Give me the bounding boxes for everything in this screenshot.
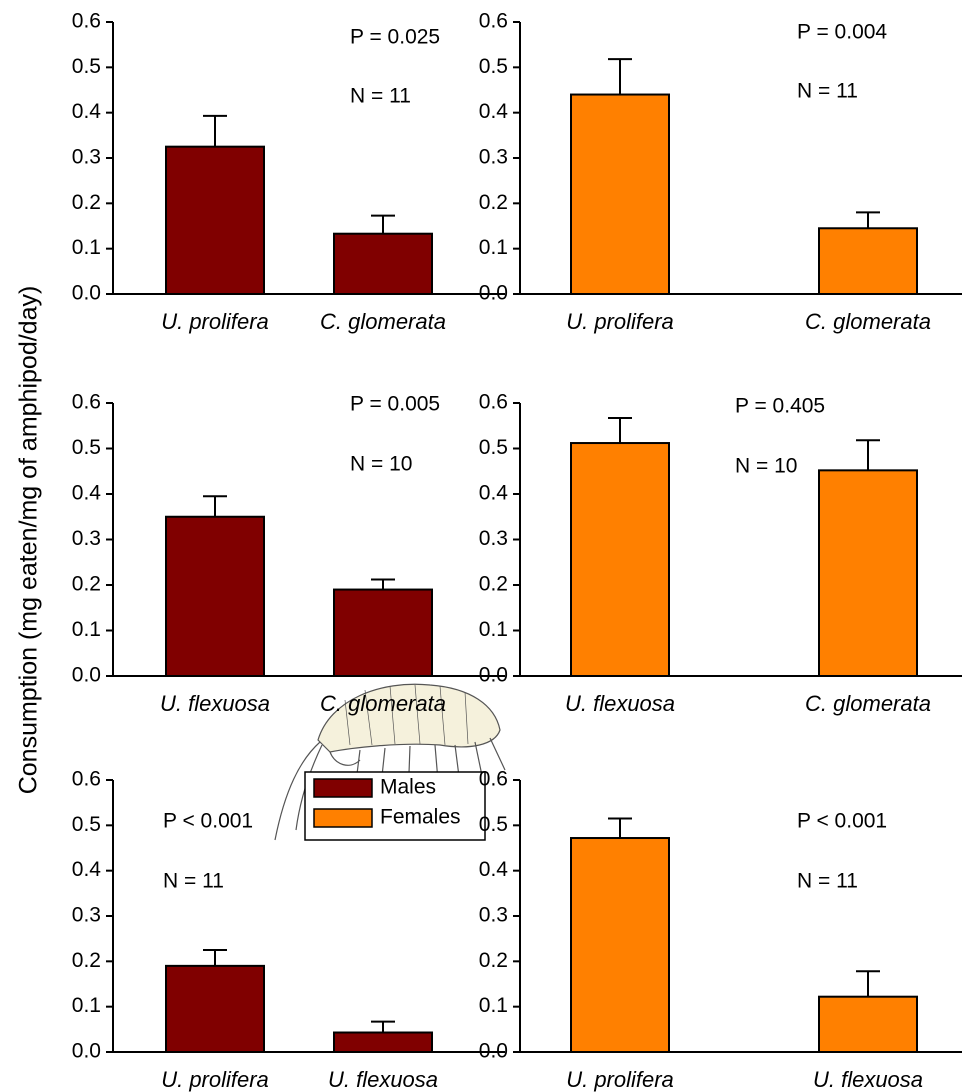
- y-tick-label: 0.3: [72, 904, 101, 927]
- annotation: P = 0.004: [797, 21, 887, 44]
- bar: [818, 227, 918, 295]
- x-tick-label: U. flexuosa: [328, 1067, 438, 1092]
- legend-swatch: [313, 778, 373, 798]
- y-tick-label: 0.4: [72, 482, 102, 505]
- x-tick-label: C. glomerata: [320, 309, 446, 334]
- x-tick-label: U. prolifera: [161, 309, 269, 334]
- y-tick-label: 0.2: [479, 191, 508, 214]
- y-tick-label: 0.5: [72, 436, 101, 459]
- legend-swatch: [313, 808, 373, 828]
- y-tick-label: 0.4: [479, 100, 509, 123]
- y-tick-label: 0.0: [479, 1040, 508, 1063]
- bar: [333, 588, 433, 677]
- y-tick-label: 0.6: [479, 768, 508, 791]
- y-tick-label: 0.0: [72, 664, 101, 687]
- y-tick-label: 0.5: [72, 813, 101, 836]
- y-tick-label: 0.1: [479, 618, 508, 641]
- y-tick-label: 0.1: [72, 994, 101, 1017]
- y-tick-label: 0.3: [479, 904, 508, 927]
- y-tick-label: 0.2: [479, 949, 508, 972]
- y-tick-label: 0.4: [72, 100, 102, 123]
- x-tick-label: U. prolifera: [566, 309, 674, 334]
- x-tick-label: C. glomerata: [805, 691, 931, 716]
- annotation: N = 11: [797, 870, 858, 893]
- y-tick-label: 0.6: [72, 10, 101, 33]
- bar: [818, 995, 918, 1054]
- bar: [570, 837, 670, 1053]
- y-axis-label: Consumption (mg eaten/mg of amphipod/day…: [15, 286, 43, 795]
- x-tick-label: C. glomerata: [320, 691, 446, 716]
- annotation: P < 0.001: [797, 810, 887, 833]
- annotation: N = 11: [797, 80, 858, 103]
- y-tick-label: 0.0: [479, 282, 508, 305]
- y-tick-label: 0.2: [479, 573, 508, 596]
- annotation: N = 10: [350, 453, 412, 476]
- x-tick-label: C. glomerata: [805, 309, 931, 334]
- y-tick-label: 0.2: [72, 949, 101, 972]
- y-tick-label: 0.1: [479, 994, 508, 1017]
- y-tick-label: 0.0: [479, 664, 508, 687]
- x-tick-label: U. flexuosa: [813, 1067, 923, 1092]
- bar: [165, 964, 265, 1053]
- annotation: N = 10: [735, 455, 797, 478]
- legend-label: Males: [380, 776, 436, 799]
- y-tick-label: 0.5: [72, 55, 101, 78]
- y-tick-label: 0.4: [72, 858, 102, 881]
- bar: [818, 469, 918, 677]
- legend: Males Females: [304, 771, 486, 841]
- y-tick-label: 0.0: [72, 1040, 101, 1063]
- x-tick-label: U. prolifera: [161, 1067, 269, 1092]
- y-tick-label: 0.1: [72, 618, 101, 641]
- annotation: N = 11: [350, 85, 411, 108]
- annotation: P = 0.025: [350, 26, 440, 49]
- x-tick-label: U. flexuosa: [160, 691, 270, 716]
- legend-label: Females: [380, 806, 461, 829]
- bar: [333, 232, 433, 295]
- y-tick-label: 0.5: [479, 436, 508, 459]
- y-tick-label: 0.1: [479, 236, 508, 259]
- y-tick-label: 0.6: [479, 391, 508, 414]
- bar: [165, 145, 265, 295]
- y-tick-label: 0.0: [72, 282, 101, 305]
- bar: [570, 93, 670, 295]
- annotation: P = 0.405: [735, 395, 825, 418]
- annotation: P = 0.005: [350, 393, 440, 416]
- y-tick-label: 0.3: [479, 527, 508, 550]
- bar: [165, 515, 265, 677]
- y-tick-label: 0.4: [479, 858, 509, 881]
- y-tick-label: 0.2: [72, 191, 101, 214]
- y-tick-label: 0.3: [479, 146, 508, 169]
- y-tick-label: 0.6: [72, 391, 101, 414]
- y-tick-label: 0.5: [479, 55, 508, 78]
- y-tick-label: 0.6: [479, 10, 508, 33]
- y-tick-label: 0.3: [72, 527, 101, 550]
- y-tick-label: 0.3: [72, 146, 101, 169]
- annotation: P < 0.001: [163, 810, 253, 833]
- y-tick-label: 0.2: [72, 573, 101, 596]
- x-tick-label: U. prolifera: [566, 1067, 674, 1092]
- x-tick-label: U. flexuosa: [565, 691, 675, 716]
- y-tick-label: 0.1: [72, 236, 101, 259]
- bar: [333, 1031, 433, 1054]
- y-tick-label: 0.5: [479, 813, 508, 836]
- y-tick-label: 0.4: [479, 482, 509, 505]
- y-tick-label: 0.6: [72, 768, 101, 791]
- annotation: N = 11: [163, 870, 224, 893]
- bar: [570, 442, 670, 678]
